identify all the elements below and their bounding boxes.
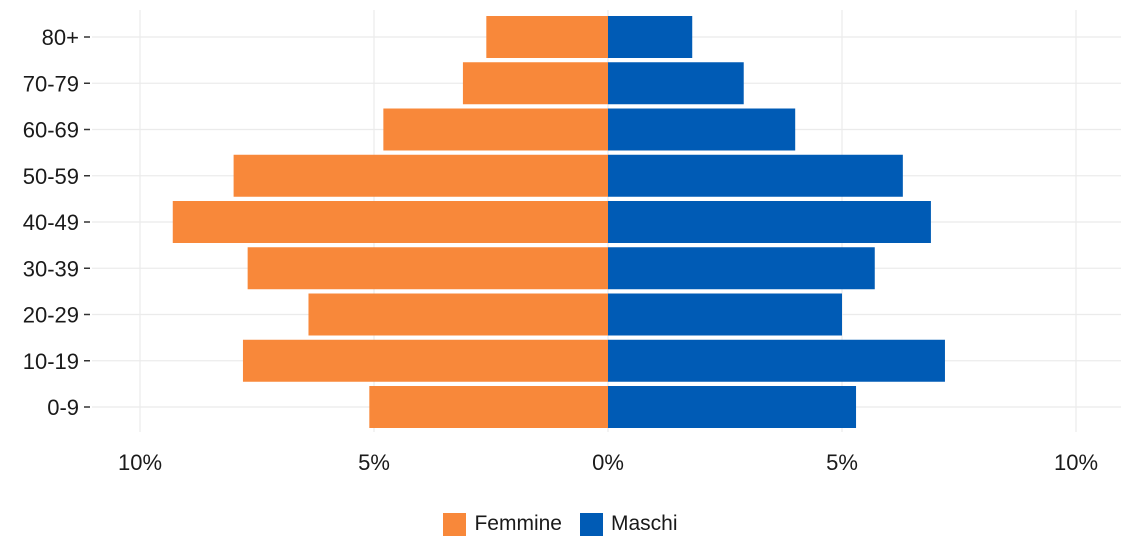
bar-femmine-30-39: [247, 247, 608, 290]
legend-label-femmine: Femmine: [474, 512, 562, 535]
y-tick-label: 10-19: [23, 349, 79, 374]
legend-swatch-maschi: [580, 512, 603, 536]
x-tick-label: 0%: [592, 450, 624, 475]
x-tick-label: 5%: [826, 450, 858, 475]
y-tick-label: 50-59: [23, 164, 79, 189]
x-axis: 10% 5% 0% 5% 10%: [118, 450, 1098, 475]
bar-maschi-80: [608, 16, 693, 58]
bar-femmine-0-9: [369, 386, 608, 428]
bar-femmine-70-79: [462, 62, 608, 105]
bar-maschi-40-49: [608, 201, 931, 243]
y-tick-label: 40-49: [23, 210, 79, 235]
bars: [172, 16, 945, 428]
y-tick-label: 70-79: [23, 71, 79, 96]
bar-femmine-50-59: [233, 154, 608, 197]
bar-maschi-0-9: [608, 386, 857, 428]
y-tick-label: 0-9: [47, 395, 79, 420]
y-tick-label: 60-69: [23, 118, 79, 143]
legend-swatch-femmine: [443, 512, 467, 536]
bar-maschi-30-39: [608, 247, 875, 290]
x-tick-label: 10%: [118, 450, 162, 475]
y-tick-label: 30-39: [23, 256, 79, 281]
bar-maschi-10-19: [608, 339, 945, 382]
x-tick-label: 5%: [358, 450, 390, 475]
bar-maschi-60-69: [608, 108, 796, 151]
bar-femmine-80: [486, 16, 608, 58]
bar-maschi-70-79: [608, 62, 744, 105]
legend-item-femmine: Femmine: [443, 512, 562, 536]
bar-femmine-60-69: [383, 108, 608, 151]
y-axis: 0-9 10-19 20-29 30-39 40-49 50-59 60-69 70-79 80…: [23, 25, 90, 420]
legend-item-maschi: Maschi: [580, 512, 678, 536]
legend-label-maschi: Maschi: [611, 512, 678, 535]
y-tick-label: 80+: [42, 25, 79, 50]
legend: Femmine Maschi: [0, 512, 1121, 536]
y-tick-label: 20-29: [23, 303, 79, 328]
x-tick-label: 10%: [1054, 450, 1098, 475]
bar-femmine-40-49: [172, 201, 608, 243]
bar-maschi-50-59: [608, 154, 903, 197]
bar-femmine-10-19: [242, 339, 608, 382]
bar-maschi-20-29: [608, 293, 842, 336]
bar-femmine-20-29: [308, 293, 608, 336]
